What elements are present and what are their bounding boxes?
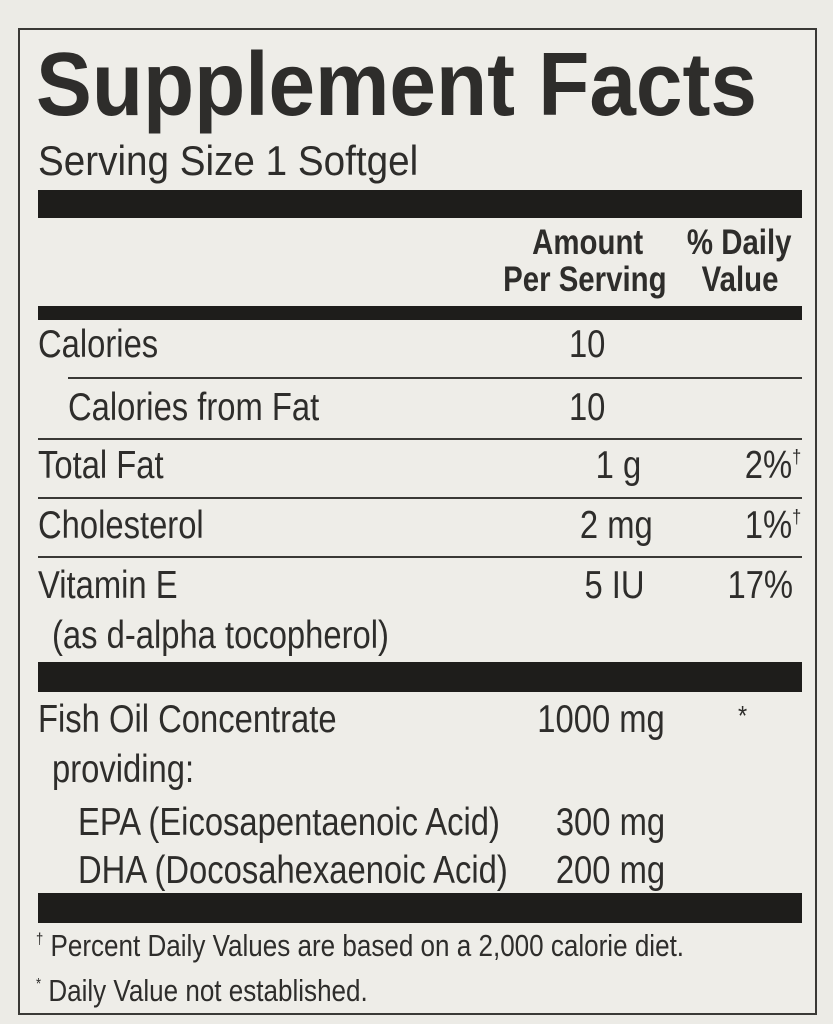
- fish-oil-dv: *: [738, 700, 748, 731]
- divider: [38, 438, 802, 440]
- thick-divider: [38, 190, 802, 218]
- row-vitamin-e-amount: 5 IU: [584, 564, 645, 607]
- fish-oil-name: Fish Oil Concentrate: [38, 698, 337, 741]
- row-vitamin-e-source: (as d-alpha tocopherol): [52, 614, 389, 657]
- footnote-asterisk: * Daily Value not established.: [36, 975, 368, 1006]
- dagger-mark: †: [791, 446, 801, 468]
- row-calories-fat-amount: 10: [568, 386, 605, 429]
- thick-divider: [38, 893, 802, 923]
- dv-value: 1%: [744, 504, 792, 547]
- row-total-fat-amount: 1 g: [595, 444, 641, 487]
- row-total-fat-name: Total Fat: [38, 444, 164, 487]
- row-calories-amount: 10: [568, 323, 605, 366]
- dagger-mark: †: [36, 931, 44, 948]
- row-vitamin-e-dv: 17%: [727, 564, 793, 607]
- dv-value: 2%: [744, 444, 792, 487]
- divider: [68, 377, 802, 379]
- footnote-text: Percent Daily Values are based on a 2,00…: [50, 928, 685, 963]
- footnote-text: Daily Value not established.: [48, 973, 368, 1008]
- row-cholesterol-name: Cholesterol: [38, 504, 204, 547]
- row-cholesterol-amount: 2 mg: [580, 504, 653, 547]
- epa-amount: 300 mg: [555, 801, 665, 844]
- header-dv-2: Value: [701, 260, 778, 299]
- divider: [38, 497, 802, 499]
- epa-name: EPA (Eicosapentaenoic Acid): [78, 801, 500, 844]
- header-dv-1: % Daily: [686, 223, 791, 262]
- dha-amount: 200 mg: [555, 849, 665, 892]
- header-amount-2: Per Serving: [503, 260, 667, 299]
- header-amount-1: Amount: [531, 223, 643, 262]
- row-total-fat-dv: 2%†: [745, 446, 801, 485]
- providing-label: providing:: [52, 748, 195, 791]
- serving-size: Serving Size 1 Softgel: [38, 137, 419, 184]
- row-calories-name: Calories: [38, 323, 159, 366]
- medium-divider: [38, 306, 802, 320]
- footnote-dagger: † Percent Daily Values are based on a 2,…: [36, 930, 684, 961]
- title: Supplement Facts: [36, 35, 757, 135]
- fish-oil-amount: 1000 mg: [537, 698, 665, 741]
- asterisk-mark: *: [36, 976, 42, 993]
- divider: [38, 556, 802, 558]
- dagger-mark: †: [791, 506, 801, 528]
- thick-divider: [38, 662, 802, 692]
- row-vitamin-e-name: Vitamin E: [38, 564, 178, 607]
- row-cholesterol-dv: 1%†: [745, 506, 801, 545]
- dha-name: DHA (Docosahexaenoic Acid): [78, 849, 508, 892]
- row-calories-fat-name: Calories from Fat: [68, 386, 320, 429]
